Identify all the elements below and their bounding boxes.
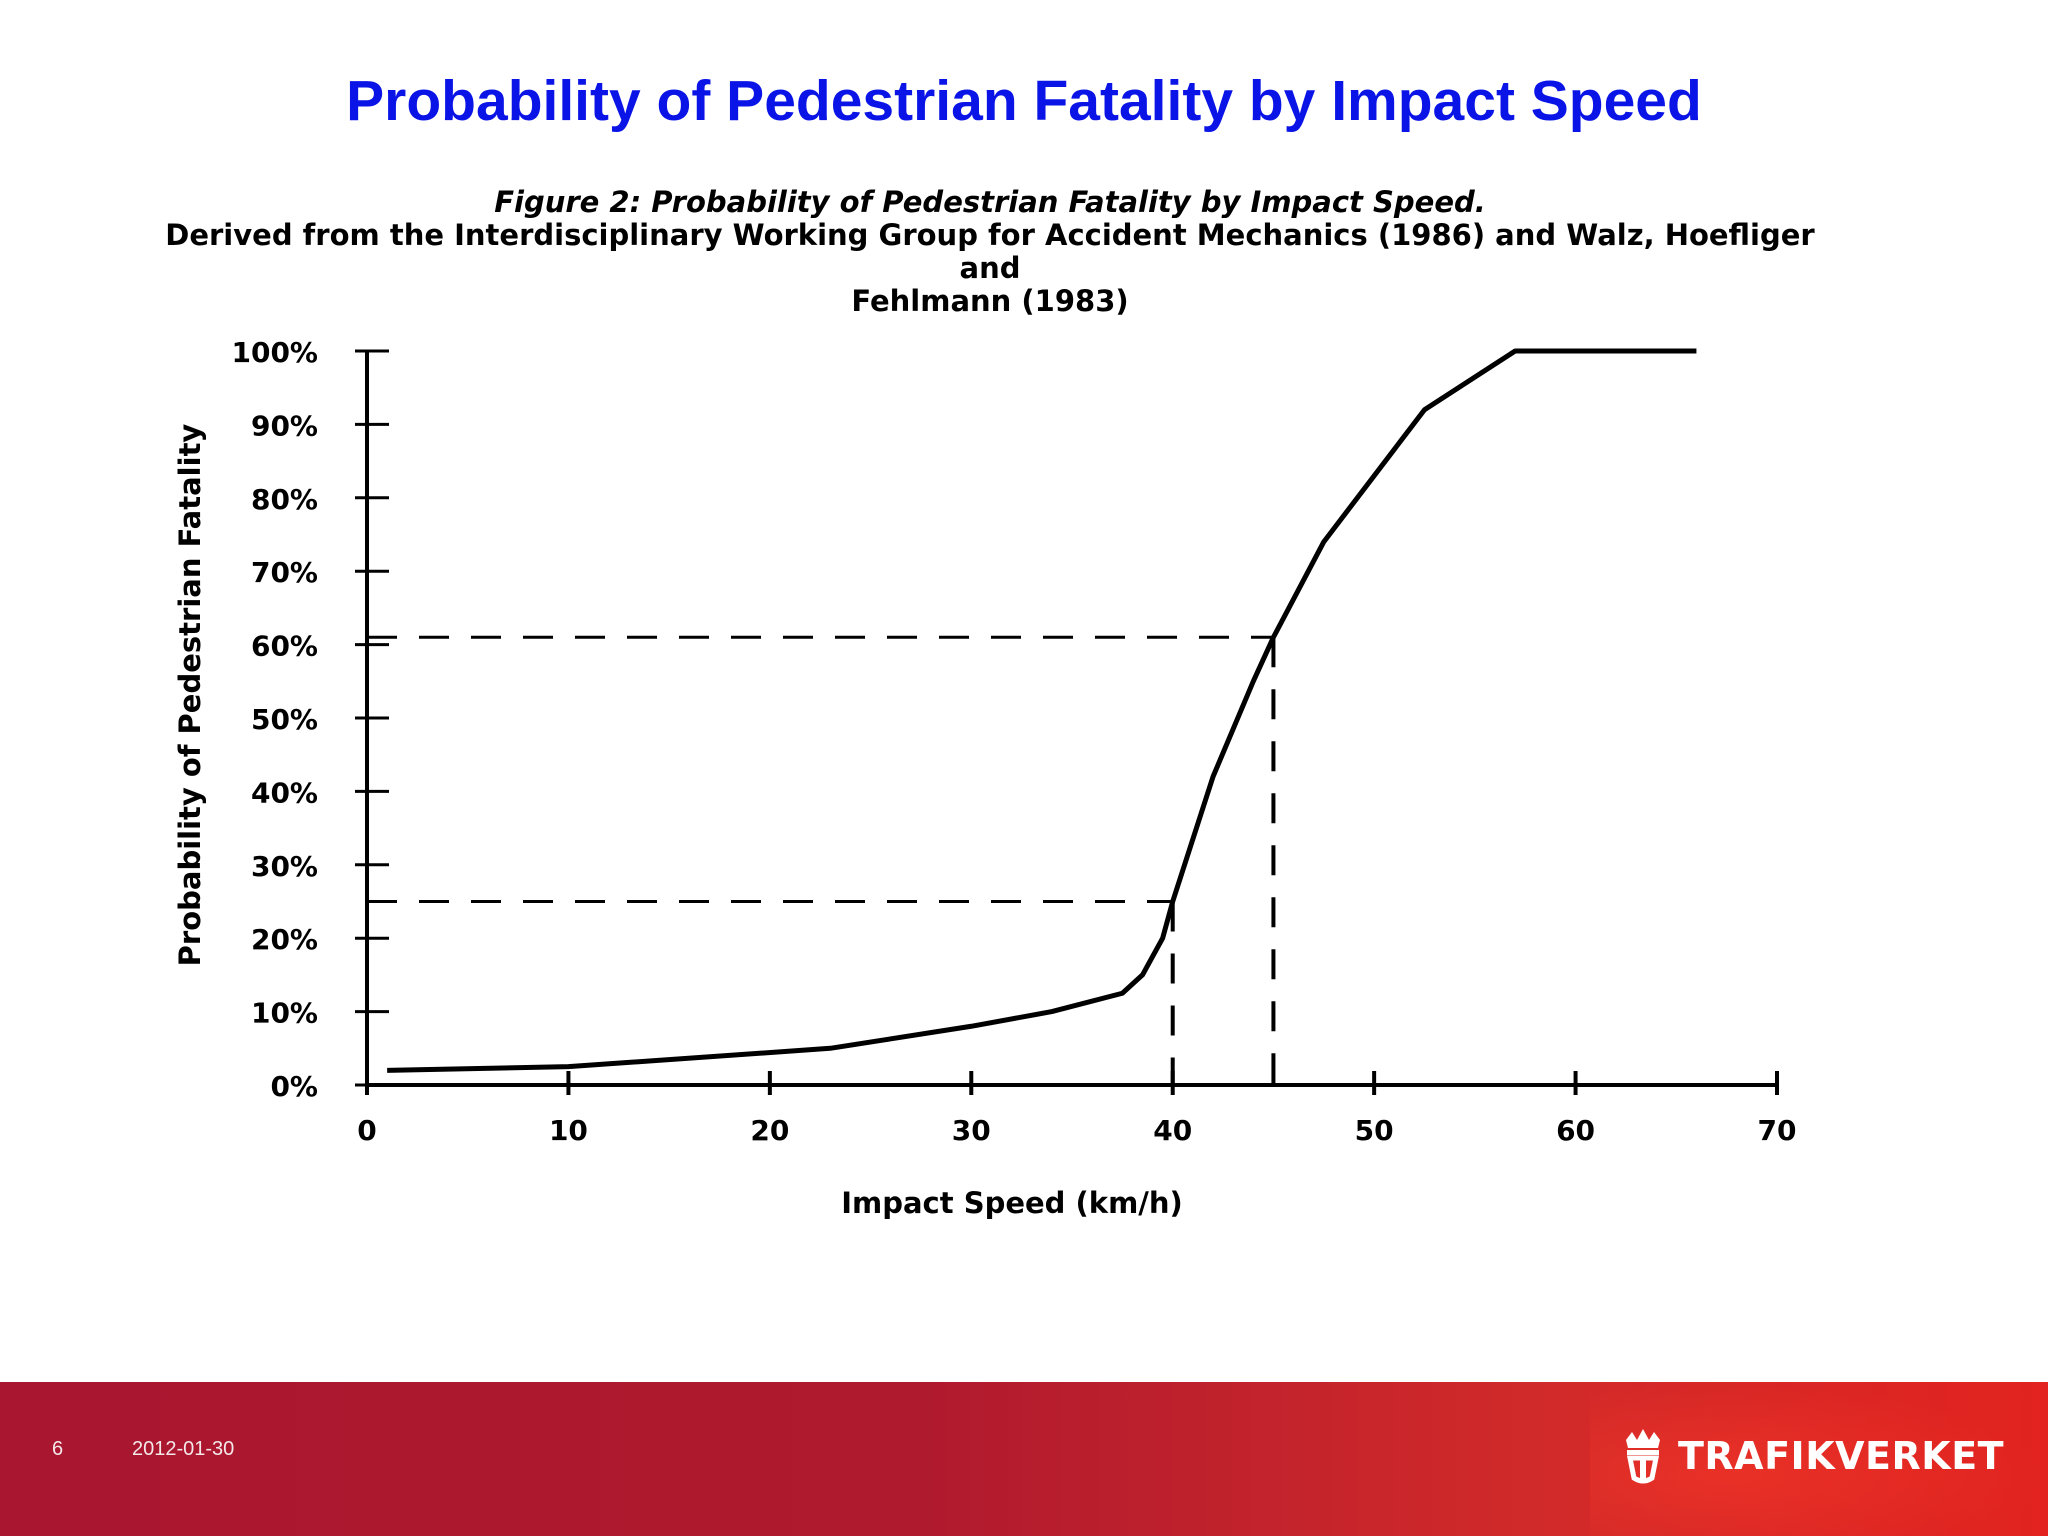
page-number: 6	[52, 1438, 64, 1460]
y-tick-label: 90%	[251, 409, 318, 442]
trafikverket-logo: TRAFIKVERKET	[1618, 1424, 2004, 1488]
slide-title: Probability of Pedestrian Fatality by Im…	[346, 69, 1702, 133]
y-tick-label: 60%	[251, 630, 318, 663]
logo-text: TRAFIKVERKET	[1678, 1434, 2005, 1478]
y-tick-label: 70%	[251, 556, 318, 589]
x-tick-label: 0	[357, 1114, 376, 1147]
figure-caption-line-2: Derived from the Interdisciplinary Worki…	[165, 218, 1815, 285]
y-tick-label: 0%	[270, 1070, 318, 1103]
figure-caption-line-3: Fehlmann (1983)	[851, 284, 1129, 318]
y-tick-label: 80%	[251, 483, 318, 516]
fatality-chart: 0% 10% 20% 30% 40% 50% 60% 70% 80% 90% 100% 0 10 20 30…	[173, 336, 1796, 1220]
figure-caption: Figure 2: Probability of Pedestrian Fata…	[140, 186, 1840, 318]
crown-icon	[1626, 1429, 1660, 1484]
chart-labels: 0% 10% 20% 30% 40% 50% 60% 70% 80% 90% 100% 0 10 20 30…	[173, 336, 1796, 1220]
y-tick-label: 40%	[251, 776, 318, 809]
x-tick-label: 40	[1153, 1114, 1192, 1147]
y-tick-label: 30%	[251, 850, 318, 883]
series-line	[387, 348, 1697, 1073]
x-tick-label: 10	[549, 1114, 588, 1147]
footer-glow	[1590, 1382, 2048, 1536]
x-tick-label: 20	[750, 1114, 789, 1147]
figure-caption-line-1: Figure 2: Probability of Pedestrian Fata…	[494, 185, 1486, 219]
x-tick-label: 60	[1556, 1114, 1595, 1147]
y-tick-label: 10%	[251, 997, 318, 1030]
chart-axes	[355, 349, 1779, 1095]
y-tick-label: 100%	[231, 336, 318, 369]
reference-lines	[367, 635, 1276, 1085]
x-axis-label: Impact Speed (km/h)	[841, 1186, 1183, 1220]
y-axis-label: Probability of Pedestrian Fatality	[173, 424, 207, 967]
y-tick-label: 20%	[251, 923, 318, 956]
x-tick-label: 70	[1758, 1114, 1797, 1147]
footer-date: 2012-01-30	[132, 1438, 235, 1460]
y-tick-label: 50%	[251, 703, 318, 736]
x-tick-label: 30	[952, 1114, 991, 1147]
chart-series	[387, 348, 1697, 1073]
footer-bar: 6 2012-01-30 TRAFIKVERKET	[0, 1382, 2048, 1536]
x-tick-label: 50	[1355, 1114, 1394, 1147]
